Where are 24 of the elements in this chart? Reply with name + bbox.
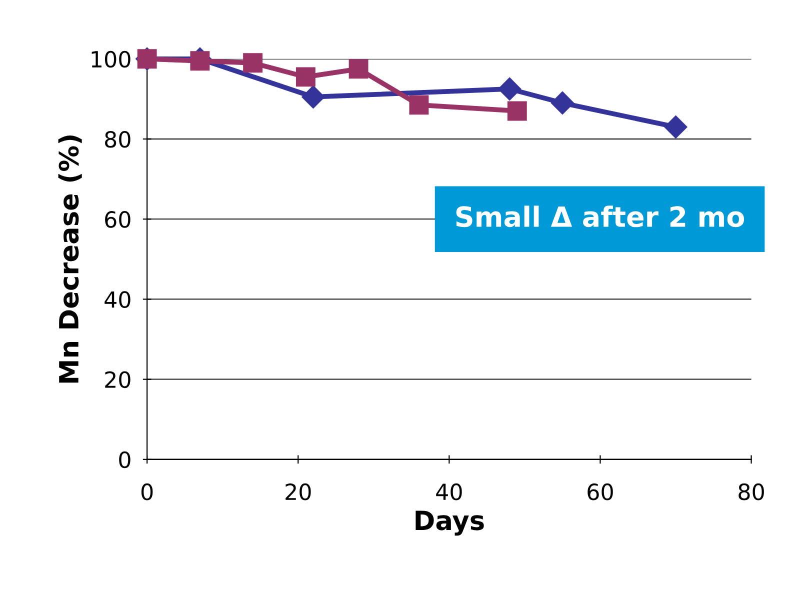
point (302, 85, 325, 108)
point (190, 51, 210, 71)
y-tick-label: 40 (104, 291, 130, 308)
point (348, 59, 368, 79)
x-tick-label: 20 (286, 483, 311, 500)
y-tick-label: 80 (105, 130, 130, 148)
point (507, 101, 527, 121)
y-tick-label: 60 (105, 211, 130, 228)
point (550, 91, 574, 114)
y-axis-title: Mn Decrease (%) (58, 136, 82, 383)
x-tick-label: 60 (588, 483, 613, 500)
point (409, 95, 429, 115)
point (664, 115, 688, 138)
x-tick-label: 40 (436, 483, 462, 500)
point (296, 67, 316, 87)
y-tick-label: 0 (119, 451, 130, 468)
annotation: Small Δ after 2 mo (456, 206, 744, 228)
x-tick-label: 0 (141, 483, 153, 500)
y-tick-label: 20 (105, 371, 130, 388)
y-tick-label: 100 (92, 50, 130, 68)
x-axis-title: Days (416, 510, 484, 536)
point (498, 77, 522, 100)
x-tick-label: 80 (738, 483, 764, 500)
point (243, 53, 263, 73)
